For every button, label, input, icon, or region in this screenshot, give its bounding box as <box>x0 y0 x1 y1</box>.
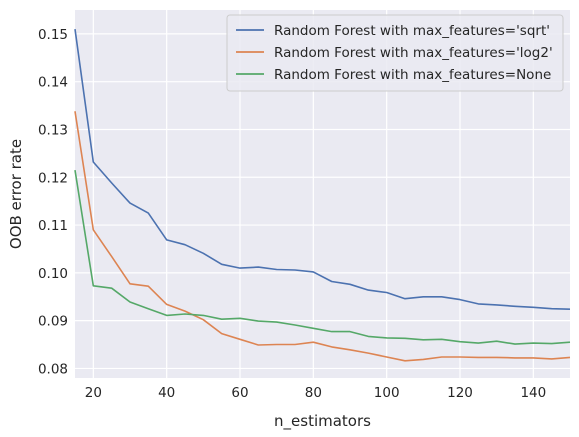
legend-label: Random Forest with max_features=None <box>274 67 551 83</box>
x-axis-label: n_estimators <box>274 412 371 431</box>
x-tick-label: 120 <box>447 385 473 401</box>
series-line-1 <box>74 28 571 310</box>
y-tick-label: 0.15 <box>38 27 68 43</box>
y-axis-label: OOB error rate <box>7 139 25 249</box>
y-tick-label: 0.08 <box>38 361 68 377</box>
x-tick-label: 60 <box>231 385 248 401</box>
legend-label: Random Forest with max_features='sqrt' <box>274 23 550 39</box>
legend-box <box>226 14 564 92</box>
x-tick-label: 140 <box>520 385 546 401</box>
x-tick-label: 20 <box>85 385 102 401</box>
legend: Random Forest with max_features='sqrt' Ra… <box>226 14 564 92</box>
x-tick-label: 80 <box>305 385 322 401</box>
y-tick-label: 0.13 <box>38 122 68 138</box>
series-line-3 <box>74 169 571 345</box>
y-tick-label: 0.11 <box>38 218 68 234</box>
x-tick-labels: 20 40 60 80 100 120 140 <box>85 385 546 401</box>
y-tick-label: 0.12 <box>38 170 68 186</box>
x-tick-label: 100 <box>374 385 400 401</box>
y-tick-labels: 0.08 0.09 0.10 0.11 0.12 0.13 0.14 0.15 <box>38 27 68 378</box>
series-line-2 <box>74 111 571 362</box>
y-tick-label: 0.09 <box>38 314 68 330</box>
x-tick-label: 40 <box>158 385 175 401</box>
y-tick-label: 0.10 <box>38 266 68 282</box>
legend-label: Random Forest with max_features='log2' <box>274 45 553 61</box>
y-tick-label: 0.14 <box>38 75 68 91</box>
series-lines <box>74 28 571 362</box>
